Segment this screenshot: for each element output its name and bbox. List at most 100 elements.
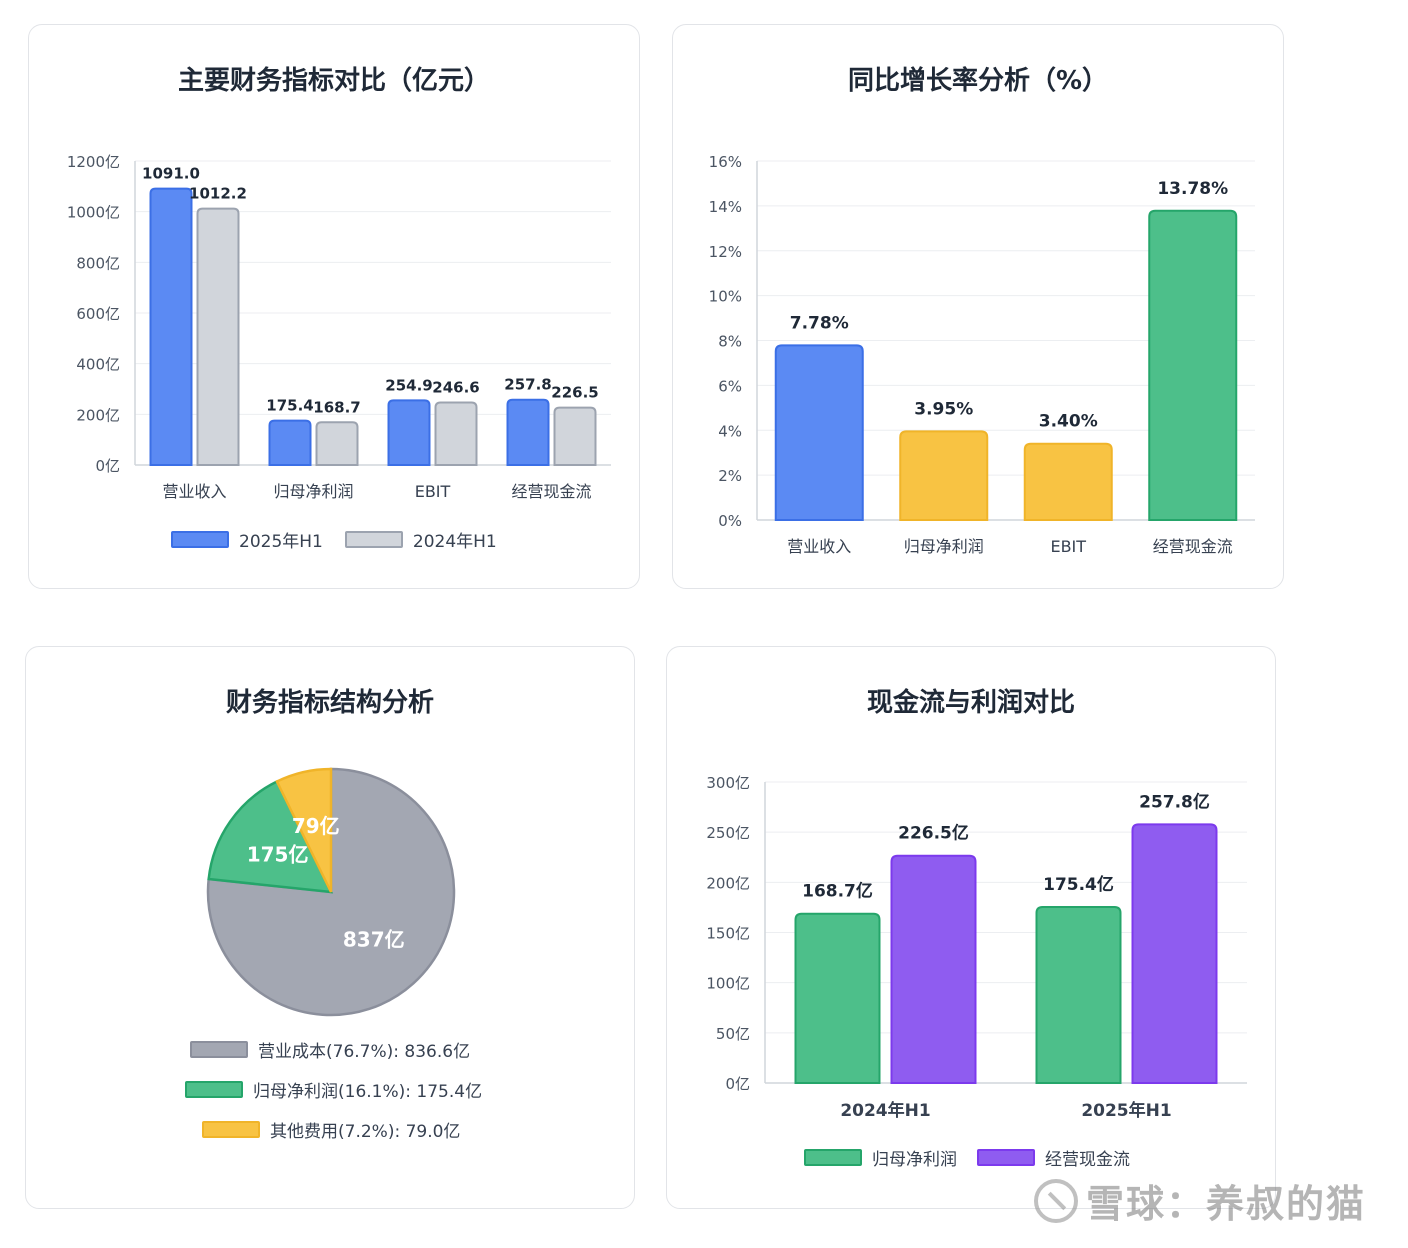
y-tick-label: 2% xyxy=(718,467,742,485)
bar xyxy=(794,912,881,1084)
y-tick-label: 250亿 xyxy=(706,824,750,842)
y-tick-label: 200亿 xyxy=(706,874,750,892)
data-label: 175.4 xyxy=(266,397,313,415)
legend-swatch xyxy=(977,1149,1035,1166)
bar xyxy=(553,406,597,466)
x-tick-label: 归母净利润 xyxy=(904,537,984,556)
bar xyxy=(899,430,989,521)
y-tick-label: 12% xyxy=(709,243,742,261)
legend-item-profit[interactable]: 归母净利润 xyxy=(804,1145,957,1170)
y-tick-label: 150亿 xyxy=(706,925,750,943)
slice-label: 837亿 xyxy=(343,928,405,952)
data-label: 13.78% xyxy=(1157,179,1228,199)
data-label: 3.95% xyxy=(914,399,973,419)
data-label: 168.7亿 xyxy=(802,881,873,902)
legend-label: 归母净利润 xyxy=(872,1150,957,1170)
chart-card-growth-rate: 同比增长率分析（%） 0% 2% 4% 6% 8% 10% 12% 14% 16% 7.78% 营业… xyxy=(672,24,1284,589)
legend-label: 2025年H1 xyxy=(239,532,323,552)
chart-card-financial-comparison: 主要财务指标对比（亿元） 0亿 200亿 400亿 600亿 800亿 1000亿 1200… xyxy=(28,24,640,589)
bar xyxy=(890,854,977,1084)
y-tick-label: 6% xyxy=(718,377,742,395)
chart-title: 同比增长率分析（%） xyxy=(847,66,1109,96)
y-tick-label: 1000亿 xyxy=(67,204,120,222)
y-tick-label: 800亿 xyxy=(76,254,120,272)
x-tick-label: 归母净利润 xyxy=(273,482,353,501)
bar-chart-growth-rate: 0% 2% 4% 6% 8% 10% 12% 14% 16% 7.78% 营业收入 3.95% 归母净利… xyxy=(709,153,1255,556)
legend-item-2025h1[interactable]: 2025年H1 xyxy=(171,527,323,552)
data-label: 226.5亿 xyxy=(898,823,969,844)
bar xyxy=(1131,823,1218,1084)
data-label: 168.7 xyxy=(313,398,360,416)
y-tick-label: 14% xyxy=(709,198,742,216)
y-tick-label: 10% xyxy=(709,288,742,306)
chart-title: 现金流与利润对比 xyxy=(866,688,1075,718)
y-tick-label: 400亿 xyxy=(76,356,120,374)
legend-swatch xyxy=(344,531,403,548)
pie-chart-structure: 837亿 175亿 79亿 xyxy=(206,767,456,1017)
bar-chart-financial-comparison: 0亿 200亿 400亿 600亿 800亿 1000亿 1200亿 1091.0 1012.2… xyxy=(67,153,611,501)
chart-card-structure: 财务指标结构分析 837亿 175亿 79亿 营业成本(76.7%): 836.6亿… xyxy=(25,646,635,1209)
bar xyxy=(268,419,312,466)
bar-chart-cashflow-profit: 0亿 50亿 100亿 150亿 200亿 250亿 300亿 168.7亿 226.5亿 202… xyxy=(706,774,1247,1121)
x-tick-label: EBIT xyxy=(415,482,451,501)
pie-slice xyxy=(275,767,333,893)
bar xyxy=(774,344,864,521)
legend-swatch xyxy=(190,1041,248,1058)
y-tick-label: 50亿 xyxy=(716,1025,750,1043)
legend-label: 其他费用(7.2%): 79.0亿 xyxy=(270,1122,461,1142)
watermark: 雪球：养叔的猫 xyxy=(1033,1173,1366,1228)
chart-title: 主要财务指标对比（亿元） xyxy=(177,66,490,96)
data-label: 7.78% xyxy=(790,313,849,333)
slice-label: 175亿 xyxy=(247,843,309,867)
y-tick-label: 4% xyxy=(718,422,742,440)
legend-swatch xyxy=(185,1081,243,1098)
xueqiu-logo-icon xyxy=(1033,1178,1078,1223)
bar xyxy=(1035,906,1122,1084)
legend-item-2024h1[interactable]: 2024年H1 xyxy=(344,527,497,552)
bar xyxy=(196,207,240,466)
legend: 2025年H1 2024年H1 xyxy=(171,527,497,552)
y-tick-label: 16% xyxy=(709,153,742,171)
x-tick-label: 营业收入 xyxy=(787,537,851,556)
y-tick-label: 600亿 xyxy=(76,305,120,323)
y-tick-label: 100亿 xyxy=(706,975,750,993)
slice-label: 79亿 xyxy=(292,814,340,838)
x-tick-label: 经营现金流 xyxy=(1153,537,1233,556)
legend-item-profit[interactable]: 归母净利润(16.1%): 175.4亿 xyxy=(185,1077,482,1102)
bar xyxy=(387,399,431,466)
legend-swatch xyxy=(804,1149,862,1166)
bar xyxy=(315,421,359,466)
legend-item-cost[interactable]: 营业成本(76.7%): 836.6亿 xyxy=(190,1037,470,1062)
data-label: 1091.0 xyxy=(142,165,200,183)
chart-title: 财务指标结构分析 xyxy=(225,688,434,718)
data-label: 175.4亿 xyxy=(1043,874,1114,895)
y-tick-label: 8% xyxy=(718,333,742,351)
x-tick-label: EBIT xyxy=(1050,537,1086,556)
legend-label: 归母净利润(16.1%): 175.4亿 xyxy=(253,1082,483,1102)
bar xyxy=(506,398,550,466)
x-tick-label: 营业收入 xyxy=(162,482,226,501)
data-label: 3.40% xyxy=(1039,412,1098,432)
chart-card-cashflow-profit: 现金流与利润对比 0亿 50亿 100亿 150亿 200亿 250亿 300亿 168.7亿… xyxy=(666,646,1276,1209)
x-tick-label: 经营现金流 xyxy=(511,482,591,501)
legend-label: 经营现金流 xyxy=(1045,1150,1130,1170)
x-tick-label: 2025年H1 xyxy=(1081,1100,1171,1121)
data-label: 1012.2 xyxy=(189,185,247,203)
bar xyxy=(1023,442,1113,521)
legend: 归母净利润 经营现金流 xyxy=(804,1145,1130,1170)
data-label: 257.8亿 xyxy=(1139,791,1210,812)
watermark-text: 雪球：养叔的猫 xyxy=(1085,1182,1366,1226)
y-tick-label: 1200亿 xyxy=(67,153,120,171)
data-label: 254.9 xyxy=(385,376,432,394)
y-tick-label: 0% xyxy=(718,512,742,530)
bar xyxy=(1148,209,1238,521)
legend-swatch xyxy=(202,1121,260,1138)
data-label: 246.6 xyxy=(432,379,479,397)
bar xyxy=(149,187,193,466)
legend-label: 2024年H1 xyxy=(412,532,497,552)
legend-item-cashflow[interactable]: 经营现金流 xyxy=(977,1145,1130,1170)
data-label: 257.8 xyxy=(504,376,551,394)
legend-label: 营业成本(76.7%): 836.6亿 xyxy=(258,1042,471,1062)
x-tick-label: 2024年H1 xyxy=(840,1100,930,1121)
legend-item-other[interactable]: 其他费用(7.2%): 79.0亿 xyxy=(202,1117,460,1142)
